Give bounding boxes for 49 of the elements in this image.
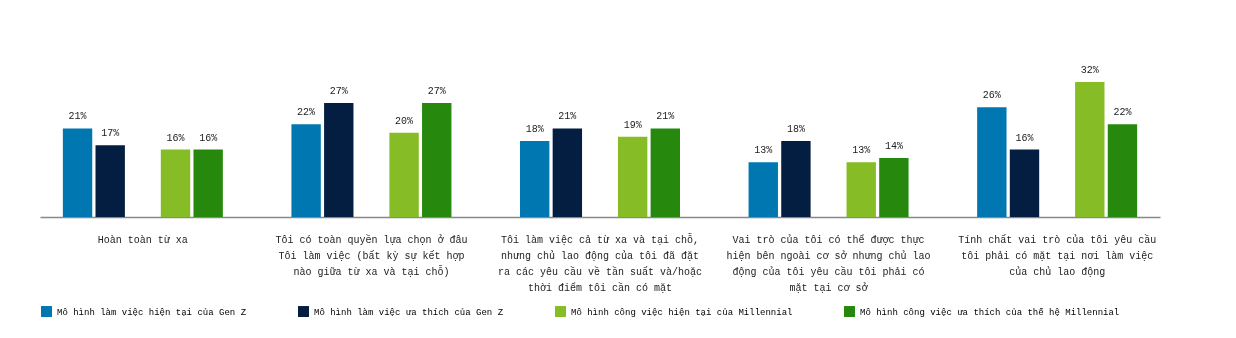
legend-label: Mô hình công việc ưa thích của thế hệ Millennial	[860, 307, 1120, 318]
bar	[1107, 124, 1138, 217]
bar	[977, 107, 1007, 217]
bar	[95, 145, 125, 217]
legend-label: Mô hình làm việc hiện tại của Gen Z	[57, 307, 247, 318]
bar	[62, 128, 93, 217]
data-label: 19%	[623, 119, 642, 131]
data-label: 22%	[1113, 107, 1132, 119]
x-tick-label: Tôi làm việc cả từ xa và tại chỗ, nhưng chủ lao động của tôi đã đặt ra các yêu cầu về tần suất và/hoặc thời điểm tôi cần có mặt	[497, 233, 703, 294]
bar	[1075, 82, 1105, 217]
bar	[193, 149, 223, 217]
legend-label: Mô hình làm việc ưa thích của Gen Z	[314, 307, 504, 318]
data-label: 16%	[166, 132, 185, 144]
bar	[389, 132, 419, 217]
bar	[422, 103, 452, 217]
data-label: 20%	[395, 115, 414, 127]
data-label: 27%	[329, 86, 348, 98]
data-label: 21%	[68, 111, 87, 123]
data-label: 13%	[852, 145, 871, 157]
bar	[650, 128, 680, 217]
data-label: 18%	[525, 124, 544, 136]
data-label: 22%	[297, 107, 316, 119]
bar	[160, 149, 191, 217]
x-tick-label: Tôi có toàn quyền lựa chọn ở đâu Tôi làm việc (bất kỳ sự kết hợp nào giữa từ xa và tại chỗ)	[275, 234, 468, 278]
data-label: 16%	[1015, 132, 1034, 144]
bar	[1009, 149, 1040, 217]
data-label: 17%	[101, 128, 120, 140]
data-label: 18%	[786, 124, 805, 136]
data-label: 26%	[982, 90, 1001, 102]
data-label: 21%	[656, 111, 675, 123]
legend-label: Mô hình công việc hiện tại của Millennial	[571, 307, 793, 318]
bar	[781, 141, 811, 217]
data-label: 21%	[558, 111, 577, 123]
data-label: 16%	[199, 132, 218, 144]
bar	[748, 162, 778, 217]
data-label: 13%	[754, 145, 773, 157]
data-label: 27%	[427, 86, 446, 98]
bar	[552, 128, 583, 217]
data-label: 14%	[884, 140, 903, 152]
bar	[291, 124, 321, 217]
x-tick-label: Vai trò của tôi có thể được thực hiện bên ngoài cơ sở nhưng chủ lao động của tôi yêu cầu tôi phải có mặt tại cơ sở	[726, 234, 931, 294]
bar	[520, 141, 550, 217]
x-tick-label: Hoàn toàn từ xa	[97, 235, 188, 246]
bar	[846, 162, 876, 217]
bar	[879, 157, 909, 217]
x-tick-label: Tính chất vai trò của tôi yêu cầu tôi phải có mặt tại nơi làm việc của chủ lao động	[958, 234, 1157, 278]
bar	[324, 103, 354, 217]
bar	[617, 136, 648, 217]
data-label: 32%	[1080, 65, 1099, 76]
